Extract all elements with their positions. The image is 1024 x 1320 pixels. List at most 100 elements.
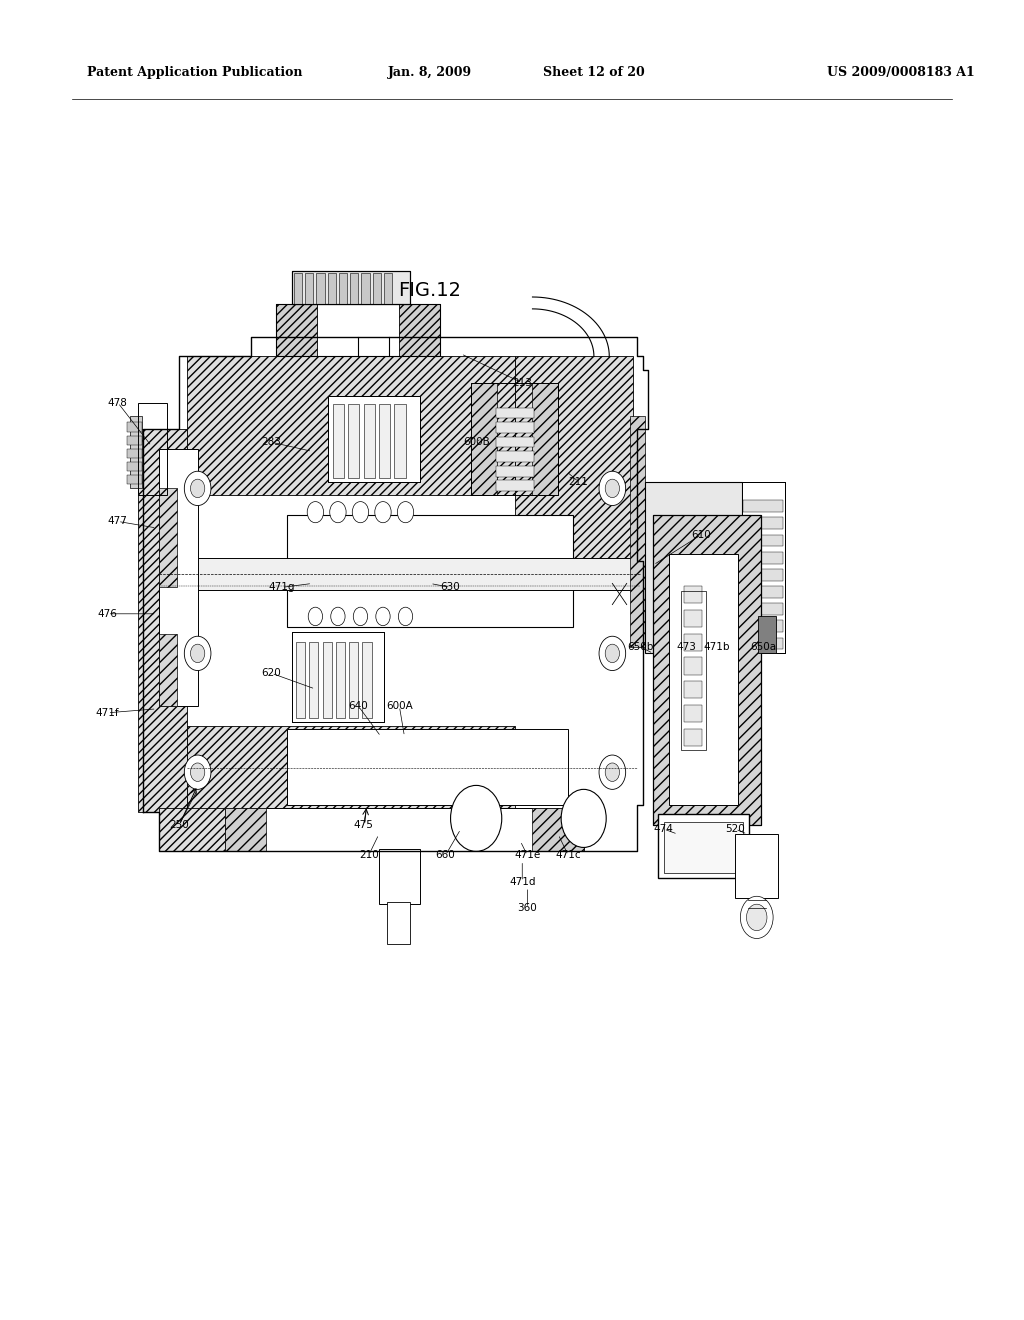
Text: 360: 360 [517, 903, 538, 913]
Circle shape [398, 607, 413, 626]
Bar [496, 480, 534, 491]
Bar [532, 808, 584, 851]
Bar [361, 273, 370, 304]
Bar [276, 304, 440, 356]
Circle shape [605, 763, 620, 781]
Bar [187, 558, 638, 590]
Bar [225, 808, 266, 851]
Bar [294, 273, 302, 304]
Bar [328, 273, 336, 304]
Bar [742, 482, 785, 653]
Bar [743, 569, 783, 581]
Text: 210: 210 [358, 850, 379, 861]
Bar [758, 616, 776, 653]
Bar [159, 449, 198, 706]
Bar [349, 642, 358, 718]
Bar [515, 356, 633, 561]
Bar [316, 273, 325, 304]
Bar [653, 515, 761, 825]
Text: 213: 213 [512, 378, 532, 388]
Text: FIG.12: FIG.12 [398, 281, 462, 300]
Bar [292, 271, 410, 304]
Circle shape [375, 502, 391, 523]
Bar [287, 515, 573, 627]
Text: 600A: 600A [386, 701, 413, 711]
Bar [684, 610, 702, 627]
Bar [296, 642, 305, 718]
Bar [159, 488, 177, 587]
Text: 640: 640 [348, 701, 369, 711]
Text: 471e: 471e [514, 850, 541, 861]
Circle shape [599, 636, 626, 671]
Bar [743, 638, 783, 649]
Text: 211: 211 [568, 477, 589, 487]
Bar [743, 517, 783, 529]
Bar [127, 475, 142, 484]
Text: 478: 478 [108, 397, 128, 408]
Bar [379, 849, 420, 904]
Bar [225, 808, 584, 851]
Circle shape [331, 607, 345, 626]
Circle shape [605, 479, 620, 498]
Bar [743, 586, 783, 598]
Circle shape [330, 502, 346, 523]
Bar [384, 273, 392, 304]
Circle shape [190, 763, 205, 781]
Circle shape [353, 607, 368, 626]
Circle shape [184, 755, 211, 789]
Bar [496, 408, 534, 418]
Bar [496, 466, 534, 477]
Circle shape [605, 644, 620, 663]
Text: 660: 660 [435, 850, 456, 861]
Circle shape [746, 904, 767, 931]
Bar [328, 396, 420, 482]
Bar [127, 462, 142, 471]
Bar [743, 552, 783, 564]
Text: Sheet 12 of 20: Sheet 12 of 20 [543, 66, 645, 79]
Bar [362, 642, 372, 718]
Text: 520: 520 [725, 824, 745, 834]
Bar [387, 902, 410, 944]
Text: Patent Application Publication: Patent Application Publication [87, 66, 302, 79]
Bar [681, 591, 706, 750]
Bar [350, 273, 358, 304]
Circle shape [599, 471, 626, 506]
Bar [669, 554, 738, 805]
Text: 475: 475 [353, 820, 374, 830]
Bar [292, 632, 384, 722]
Bar [684, 657, 702, 675]
Bar [743, 500, 783, 512]
Bar [323, 642, 332, 718]
Text: 283: 283 [261, 437, 282, 447]
Bar [399, 304, 440, 356]
Bar [138, 403, 167, 495]
Bar [658, 814, 749, 878]
Circle shape [451, 785, 502, 851]
Bar [471, 383, 558, 495]
Bar [379, 404, 390, 478]
Circle shape [308, 607, 323, 626]
Bar [159, 634, 177, 706]
Text: 471b: 471b [703, 642, 730, 652]
Circle shape [352, 502, 369, 523]
Bar [496, 422, 534, 433]
Text: 650a: 650a [750, 642, 776, 652]
Text: 620: 620 [261, 668, 282, 678]
Bar [187, 726, 515, 812]
Bar [287, 729, 568, 805]
Text: 610: 610 [691, 529, 712, 540]
Circle shape [740, 896, 773, 939]
Bar [127, 449, 142, 458]
Text: 250: 250 [169, 820, 189, 830]
Circle shape [599, 755, 626, 789]
Text: 473: 473 [676, 642, 696, 652]
Bar [684, 705, 702, 722]
Circle shape [561, 789, 606, 847]
Bar [496, 437, 534, 447]
Bar [684, 634, 702, 651]
Bar [496, 451, 534, 462]
Circle shape [190, 644, 205, 663]
Circle shape [184, 471, 211, 506]
Bar [127, 436, 142, 445]
Bar [645, 482, 742, 653]
